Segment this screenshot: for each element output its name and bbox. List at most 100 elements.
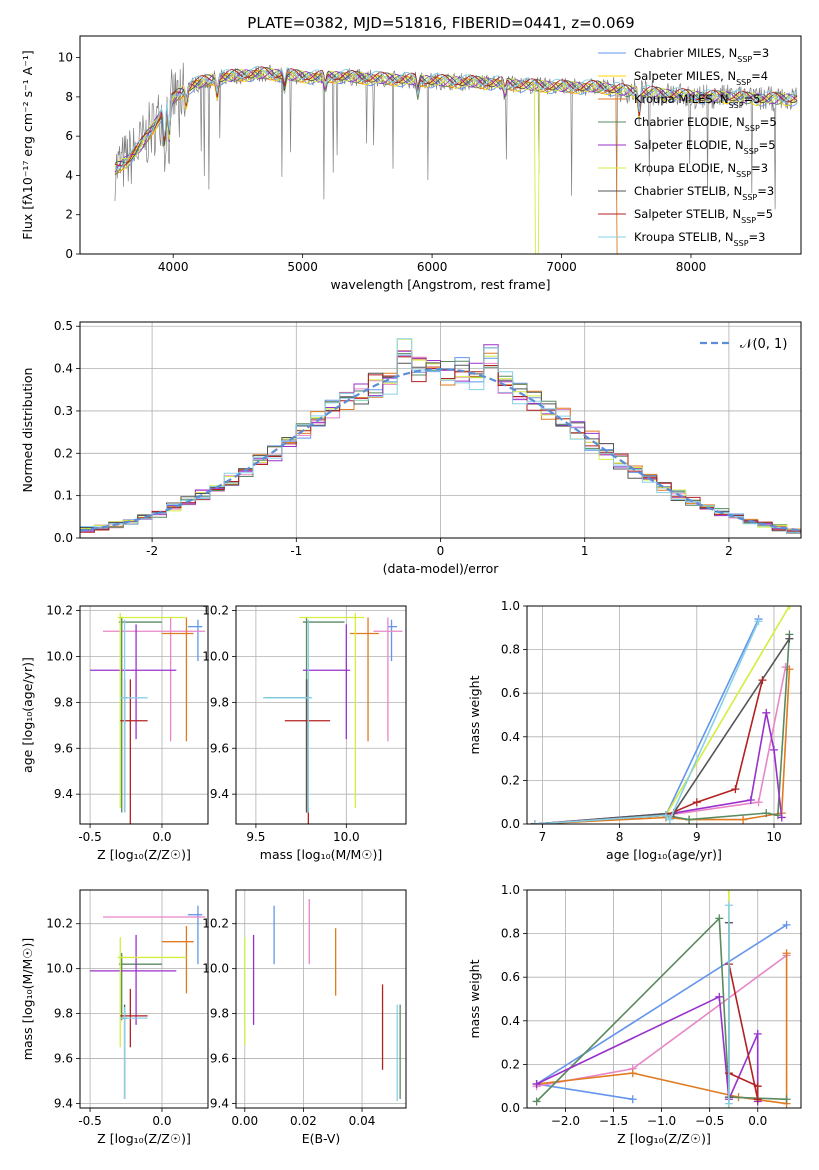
- y-tick-label: 0: [65, 247, 73, 261]
- y-tick-label: 10.2: [202, 917, 229, 931]
- plot-area-weight_vs_age: [530, 606, 794, 824]
- axes-frame: [79, 35, 802, 255]
- axes-frame: [235, 605, 407, 825]
- weight-marker: [746, 796, 755, 805]
- legend-entry: Kroupa ELODIE, NSSP=3: [634, 161, 768, 179]
- x-axis-label: Z [log₁₀(Z/Z☉)]: [617, 1131, 711, 1146]
- plot-area-age_vs_mass: [263, 612, 403, 824]
- y-tick-label: 9.8: [210, 1007, 229, 1021]
- model-spectrum-line: [114, 66, 798, 167]
- x-axis-label: Z [log₁₀(Z/Z☉)]: [97, 847, 191, 862]
- y-tick-label: 8: [65, 90, 73, 104]
- y-tick-label: 9.4: [210, 1097, 229, 1111]
- x-tick-label: -0.5: [78, 830, 101, 844]
- weight-line: [534, 620, 760, 824]
- y-tick-label: 10.2: [46, 917, 73, 931]
- y-tick-label: 0.6: [501, 970, 520, 984]
- panel-residuals: -2 -1 0 1 2 0.0 0.1 0.2 0.3 0.4 0.5 (data-model)/er…: [20, 319, 802, 576]
- panel-mass_vs_Z: -0.5 0.0 9.4 9.6 9.8 10.0 10.2 Z [log₁₀(Z/Z☉)] m…: [20, 889, 209, 1146]
- x-tick-label: −1.0: [647, 1114, 676, 1128]
- y-tick-label: 9.8: [54, 1007, 73, 1021]
- y-axis-label: age [log₁₀(age/yr)]: [20, 657, 35, 773]
- plot-area-mass_vs_Z: [90, 905, 206, 1100]
- x-tick-label: 7: [539, 830, 547, 844]
- weight-marker: [661, 811, 670, 820]
- y-tick-label: 10: [58, 51, 73, 65]
- y-tick-label: 10.2: [46, 604, 73, 618]
- y-tick-label: 9.6: [54, 1052, 73, 1066]
- weight-marker: [715, 914, 724, 923]
- x-tick-label: 1: [581, 544, 589, 558]
- y-tick-label: 0.4: [501, 1014, 520, 1028]
- errorbar-point: [387, 619, 397, 662]
- weight-marker: [785, 634, 794, 643]
- y-tick-label: 0.1: [54, 489, 73, 503]
- weight-marker: [777, 813, 786, 822]
- weight-marker: [782, 1095, 791, 1104]
- y-tick-label: 10.2: [202, 604, 229, 618]
- x-tick-label: -2: [146, 544, 158, 558]
- legend-entry: Salpeter ELODIE, NSSP=5: [634, 138, 776, 156]
- weight-marker: [665, 815, 674, 824]
- weight-marker: [782, 920, 791, 929]
- weight-marker: [532, 1080, 541, 1089]
- y-tick-label: 0.8: [501, 927, 520, 941]
- model-spectrum-line: [114, 68, 798, 173]
- y-tick-label: 10.0: [202, 649, 229, 663]
- y-tick-label: 0.0: [501, 817, 520, 831]
- panel-spectrum: 4000 5000 6000 7000 8000 0 2 4 6 8 10 wavelength [A…: [20, 35, 802, 292]
- weight-marker: [628, 1069, 637, 1078]
- y-tick-label: 0.0: [501, 1101, 520, 1115]
- weight-marker: [758, 676, 767, 685]
- plot-area-residuals: [80, 338, 801, 534]
- weight-marker: [724, 901, 733, 910]
- x-tick-label: 0: [437, 544, 445, 558]
- axes-frame: [526, 605, 802, 825]
- weight-marker: [530, 820, 539, 824]
- errorbar-point: [117, 612, 187, 808]
- weight-line: [534, 712, 783, 824]
- histogram-series: [80, 347, 801, 534]
- y-tick-label: 0.2: [54, 446, 73, 460]
- errorbar-point: [302, 624, 350, 740]
- weight-marker: [753, 1082, 762, 1091]
- y-tick-label: 10.0: [202, 962, 229, 976]
- x-tick-label: 8: [616, 830, 624, 844]
- x-axis-label: mass [log₁₀(M/M☉)]: [260, 847, 382, 862]
- y-axis-label: mass weight: [467, 959, 482, 1038]
- weight-series: [530, 630, 794, 824]
- y-tick-label: 9.8: [210, 695, 229, 709]
- y-tick-label: 9.4: [54, 787, 73, 801]
- panel-weight_vs_Z: −2.0 −1.5 −1.0 −0.5 0.0 0.0 0.2 0.4 0.6 0.8 1.0 Z […: [467, 883, 802, 1146]
- errorbar-point: [299, 612, 365, 808]
- x-tick-label: −0.5: [695, 1114, 724, 1128]
- y-tick-label: 9.4: [54, 1097, 73, 1111]
- errorbar-point: [284, 679, 331, 824]
- errorbar-point: [120, 619, 148, 813]
- y-tick-label: 9.6: [210, 741, 229, 755]
- x-tick-label: 9: [693, 830, 701, 844]
- errorbar-point: [349, 617, 379, 742]
- errorbar-point: [161, 617, 194, 742]
- weight-marker: [762, 809, 771, 818]
- panel-age_vs_mass: 9.5 10.0 9.4 9.6 9.8 10.0 10.2 mass [log₁₀(M/M☉…: [202, 604, 407, 862]
- weight-series: [530, 676, 767, 824]
- weight-marker: [731, 785, 740, 794]
- x-tick-label: 8000: [676, 260, 707, 274]
- weight-marker: [762, 708, 771, 717]
- x-tick-label: 0.0: [748, 1114, 767, 1128]
- plot-area-mass_vs_EBV: [244, 898, 401, 1102]
- x-tick-label: 4000: [158, 260, 189, 274]
- weight-series: [724, 960, 762, 1104]
- y-tick-label: 0.3: [54, 404, 73, 418]
- errorbar-point: [103, 617, 206, 742]
- legend-entry: 𝒩(0, 1): [740, 337, 787, 352]
- weight-marker: [724, 1099, 733, 1108]
- panel-mass_vs_EBV: 0.00 0.02 0.04 9.4 9.6 9.8 10.0 10.2 E(B-V): [202, 889, 407, 1146]
- y-tick-label: 0.6: [501, 686, 520, 700]
- x-tick-label: 10.0: [333, 830, 360, 844]
- y-tick-label: 0.8: [501, 643, 520, 657]
- model-spectrum-line: [114, 67, 798, 254]
- legend-entry: Chabrier ELODIE, NSSP=5: [634, 115, 777, 133]
